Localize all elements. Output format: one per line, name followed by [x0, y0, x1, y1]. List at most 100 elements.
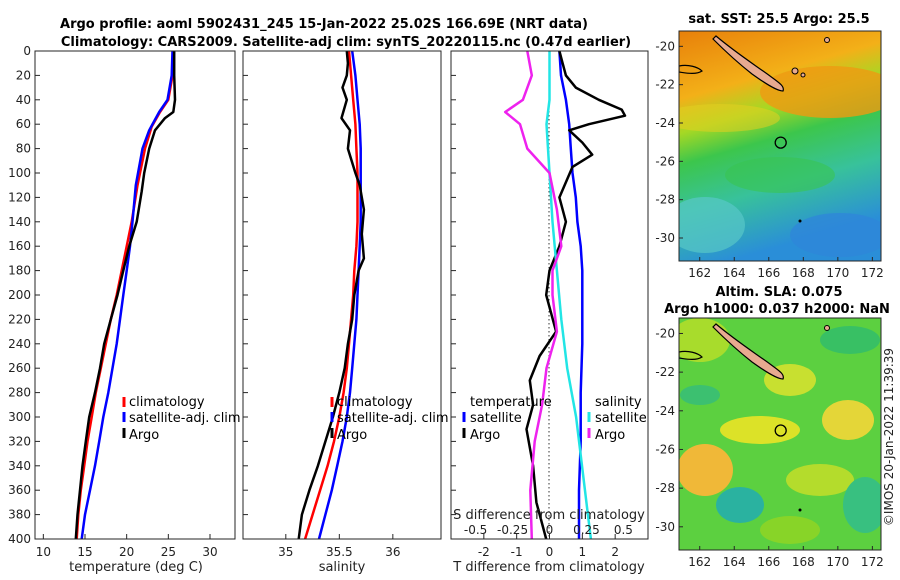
sst-map: sat. SST: 25.5 Argo: 25.5 162 164 166 168 17…	[655, 12, 884, 280]
map-x-tick-label: 170	[826, 555, 849, 569]
s-tick-label: -0.5	[464, 523, 487, 537]
map-y-tick-label: -24	[655, 116, 675, 130]
series-argo-line	[297, 50, 366, 540]
sst-map-frame	[678, 30, 882, 262]
s-difference-label: S difference from climatology	[453, 508, 645, 523]
map-y-tick-label: -20	[655, 39, 675, 53]
sst-yellow-band	[679, 104, 780, 132]
series-argo-line	[74, 51, 177, 540]
legend-salinity-title: salinity	[595, 395, 642, 410]
legend-t-argo: Argo	[470, 428, 500, 443]
map-x-tick-label: 166	[757, 266, 780, 280]
map-y-tick-label: -30	[655, 231, 675, 245]
s-tick-label: 0.25	[573, 523, 600, 537]
depth-tick-label: 100	[8, 166, 31, 180]
map-x-tick-label: 162	[688, 555, 711, 569]
legend-climatology: climatology	[129, 395, 205, 410]
depth-tick-label: 400	[8, 532, 31, 546]
map-x-tick-label: 168	[792, 555, 815, 569]
sst-coast-fragment	[679, 64, 703, 74]
map-y-tick-label: -28	[655, 193, 675, 207]
sla-blob-11	[680, 385, 720, 405]
depth-tick-label: 160	[8, 239, 31, 253]
map-x-tick-label: 172	[861, 266, 884, 280]
depth-tick-label: 80	[16, 142, 31, 156]
argo-location-marker-sla	[774, 424, 787, 437]
temperature-legend: climatology satellite-adj. clim Argo	[122, 395, 241, 443]
small-island-sla	[798, 508, 802, 512]
map-x-tick-label: 172	[861, 555, 884, 569]
sla-map-title-line2: Argo h1000: 0.037 h2000: NaN	[664, 302, 890, 317]
sst-warm-patch	[760, 66, 881, 118]
t-difference-label: T difference from climatology	[452, 560, 645, 575]
depth-tick-label: 140	[8, 215, 31, 229]
series-t-argo-line	[525, 50, 627, 540]
sst-cool-patch-west	[679, 197, 745, 253]
sla-map: Altim. SLA: 0.075 Argo h1000: 0.037 h200…	[655, 285, 889, 569]
depth-tick-label: 340	[8, 459, 31, 473]
depth-tick-label: 380	[8, 508, 31, 522]
map-y-tick-label: -28	[655, 481, 675, 495]
main-title-line2: Climatology: CARS2009. Satellite-adj cli…	[61, 35, 631, 50]
difference-panel: -2 -1 0 1 2 -0.5 -0.25 0 0.25 0.5 S difference f…	[450, 50, 649, 575]
new-caledonia-land-sla	[712, 323, 784, 380]
x-tick-label: 20	[119, 545, 134, 559]
salinity-panel: 35 35.5 36 salinity climatology satellite-…	[242, 50, 449, 575]
sla-blob-5	[720, 416, 800, 444]
island-dot	[824, 37, 830, 43]
loyalty-islands-2	[800, 72, 806, 78]
map-y-tick-label: -30	[655, 520, 675, 534]
sst-map-title: sat. SST: 25.5 Argo: 25.5	[688, 12, 869, 27]
x-tick-label: 35	[278, 545, 293, 559]
depth-tick-label: 180	[8, 264, 31, 278]
temperature-panel: 10 15 20 25 30 0 20 40 60 80 100 120 140 160 180 200 22…	[8, 44, 456, 575]
temperature-xlabel: temperature (deg C)	[69, 560, 203, 575]
legend-climatology-sal: climatology	[337, 395, 413, 410]
sst-cool-patch-east	[790, 213, 881, 257]
legend-temperature-title: temperature	[470, 395, 552, 410]
main-title-line1: Argo profile: aoml 5902431_245 15-Jan-20…	[60, 17, 588, 32]
s-tick-label: -0.25	[497, 523, 528, 537]
sla-coast-fragment	[679, 350, 703, 360]
map-y-tick-label: -22	[655, 78, 675, 92]
loyalty-islands-1	[791, 67, 799, 75]
map-x-tick-label: 168	[792, 266, 815, 280]
series-s-argo-line	[503, 50, 563, 540]
s-tick-label: 0.5	[614, 523, 633, 537]
depth-tick-label: 360	[8, 483, 31, 497]
difference-legend: temperature satellite Argo salinity sate…	[462, 395, 647, 443]
s-tick-label: 0	[546, 523, 554, 537]
legend-argo-sal: Argo	[337, 428, 367, 443]
x-tick-label: 35.5	[326, 545, 353, 559]
map-y-tick-label: -24	[655, 404, 675, 418]
depth-tick-label: 200	[8, 288, 31, 302]
sla-blob-4	[679, 444, 733, 496]
imos-watermark: ©IMOS 20-Jan-2022 11:39:39	[882, 348, 896, 526]
salinity-axes-box	[242, 50, 442, 540]
x-tick-label: 0	[546, 545, 554, 559]
x-tick-label: 36	[385, 545, 400, 559]
argo-location-marker	[774, 136, 787, 149]
depth-tick-label: 280	[8, 386, 31, 400]
series-climatology-line	[303, 50, 359, 540]
sla-blob-10	[760, 516, 820, 544]
series-satellite-adj-clim-line	[317, 50, 362, 540]
map-x-tick-label: 164	[723, 266, 746, 280]
depth-tick-label: 60	[16, 117, 31, 131]
legend-s-satellite: satellite	[595, 411, 647, 426]
map-x-tick-label: 166	[757, 555, 780, 569]
x-tick-label: 15	[77, 545, 92, 559]
map-y-tick-label: -26	[655, 154, 675, 168]
temperature-axes-box	[34, 50, 236, 540]
sla-blob-9	[843, 477, 881, 533]
x-tick-label: -2	[478, 545, 490, 559]
depth-tick-label: 20	[16, 68, 31, 82]
depth-tick-label: 0	[23, 44, 31, 58]
map-y-tick-label: -20	[655, 326, 675, 340]
series-s-satellite-line	[545, 51, 593, 540]
x-tick-label: 2	[611, 545, 619, 559]
map-y-tick-label: -26	[655, 442, 675, 456]
legend-t-satellite: satellite	[470, 411, 522, 426]
x-tick-label: -1	[511, 545, 523, 559]
